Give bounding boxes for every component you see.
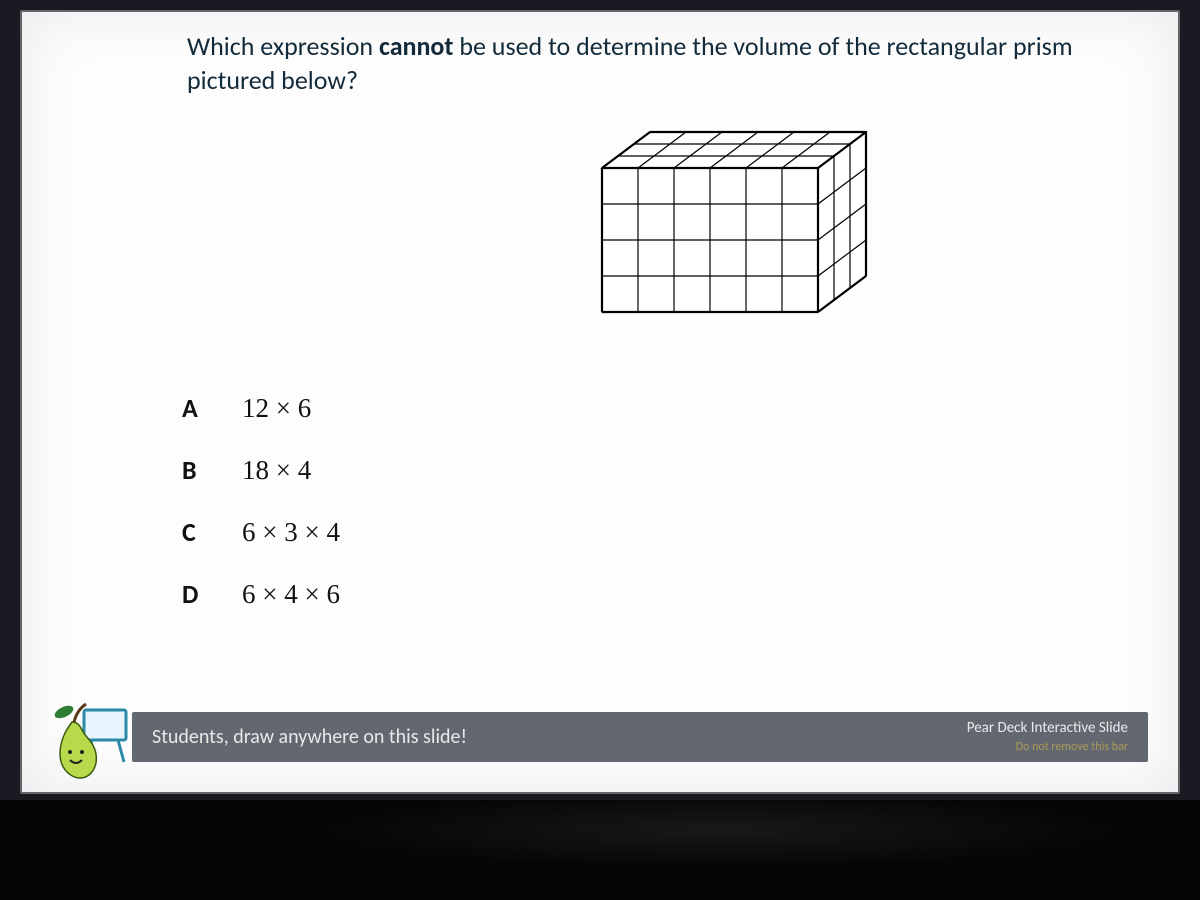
pear-deck-bar: Students, draw anywhere on this slide! P… (132, 712, 1148, 762)
answer-letter: A (182, 392, 242, 424)
desk-surface (0, 800, 1200, 900)
question-line2: pictured below? (187, 64, 1118, 96)
question-line1-before: Which expression (187, 30, 379, 62)
answer-row[interactable]: A 12 × 6 (182, 392, 340, 424)
answer-row[interactable]: C 6 × 3 × 4 (182, 516, 340, 548)
answer-expr: 6 × 3 × 4 (242, 517, 340, 548)
bar-right-sub: Do not remove this bar (1016, 740, 1128, 754)
prism-diagram (592, 112, 912, 352)
answer-letter: C (182, 516, 242, 548)
answer-row[interactable]: D 6 × 4 × 6 (182, 578, 340, 610)
answer-expr: 12 × 6 (242, 393, 311, 424)
answer-expr: 18 × 4 (242, 455, 311, 486)
bar-left-text: Students, draw anywhere on this slide! (152, 725, 467, 749)
question-line1-after: be used to determine the volume of the r… (453, 30, 1072, 62)
answer-letter: D (182, 578, 242, 610)
question-text: Which expression cannot be used to deter… (187, 30, 1118, 96)
answer-list: A 12 × 6 B 18 × 4 C 6 × 3 × 4 D 6 × 4 × … (182, 392, 340, 640)
pear-deck-icon (42, 692, 132, 782)
answer-row[interactable]: B 18 × 4 (182, 454, 340, 486)
answer-letter: B (182, 454, 242, 486)
bar-right-title: Pear Deck Interactive Slide (967, 719, 1128, 737)
slide-stage[interactable]: Which expression cannot be used to deter… (20, 10, 1180, 794)
question-line1-bold: cannot (379, 30, 453, 62)
answer-expr: 6 × 4 × 6 (242, 579, 340, 610)
